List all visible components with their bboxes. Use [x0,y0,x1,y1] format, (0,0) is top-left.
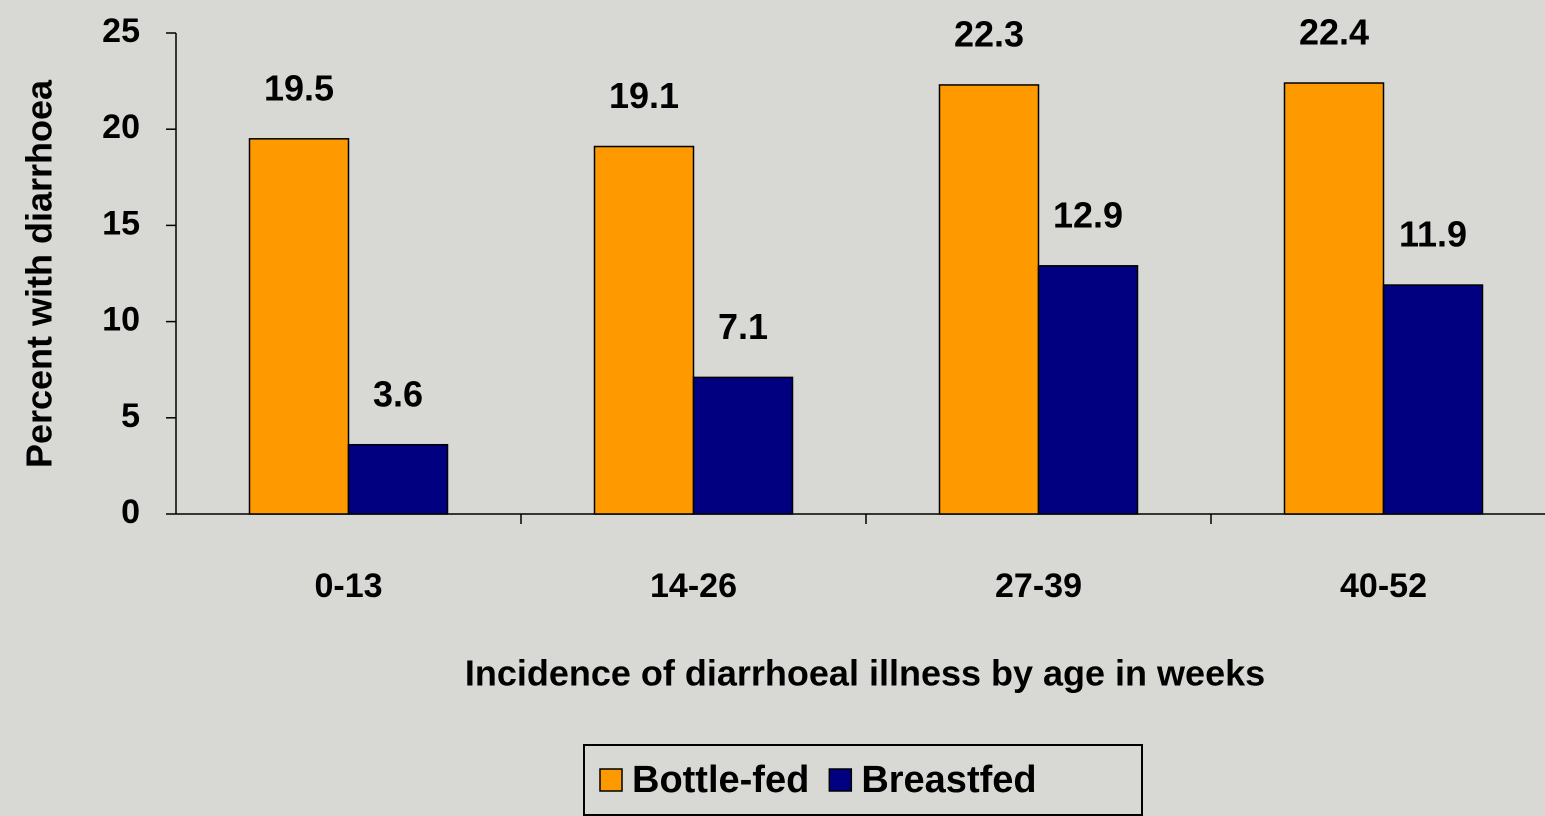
y-axis-title: Percent with diarrhoea [19,79,60,468]
bar [1037,265,1139,515]
bar [593,145,695,515]
legend-swatch [828,768,853,792]
value-label: 7.1 [718,306,768,347]
y-tick-label: 15 [102,204,140,242]
legend [583,744,1143,816]
value-label: 11.9 [1399,214,1467,255]
y-tick-label: 10 [102,301,140,339]
x-tick-label: 0-13 [314,567,382,605]
bar [248,138,350,515]
bar [347,443,449,515]
x-tick-label: 27-39 [995,567,1082,605]
value-label: 3.6 [373,373,423,414]
y-tick-label: 5 [121,397,140,435]
x-tick-label: 14-26 [650,567,737,605]
legend-label: Bottle-fed [632,759,809,801]
bar [938,84,1040,515]
y-tick-label: 25 [102,12,140,50]
bar [692,376,794,515]
y-tick-label: 0 [121,493,140,531]
y-tick-label: 20 [102,108,140,146]
value-label: 22.4 [1299,12,1369,53]
value-label: 19.5 [264,67,334,108]
value-label: 22.3 [954,13,1024,54]
value-label: 19.1 [609,75,679,116]
bar [1382,284,1484,515]
value-label: 12.9 [1053,194,1123,235]
x-axis-title: Incidence of diarrhoeal illness by age i… [465,653,1265,694]
bar [1283,82,1385,515]
legend-swatch [599,768,623,792]
x-tick-label: 40-52 [1340,567,1427,605]
legend-label: Breastfed [861,759,1036,801]
